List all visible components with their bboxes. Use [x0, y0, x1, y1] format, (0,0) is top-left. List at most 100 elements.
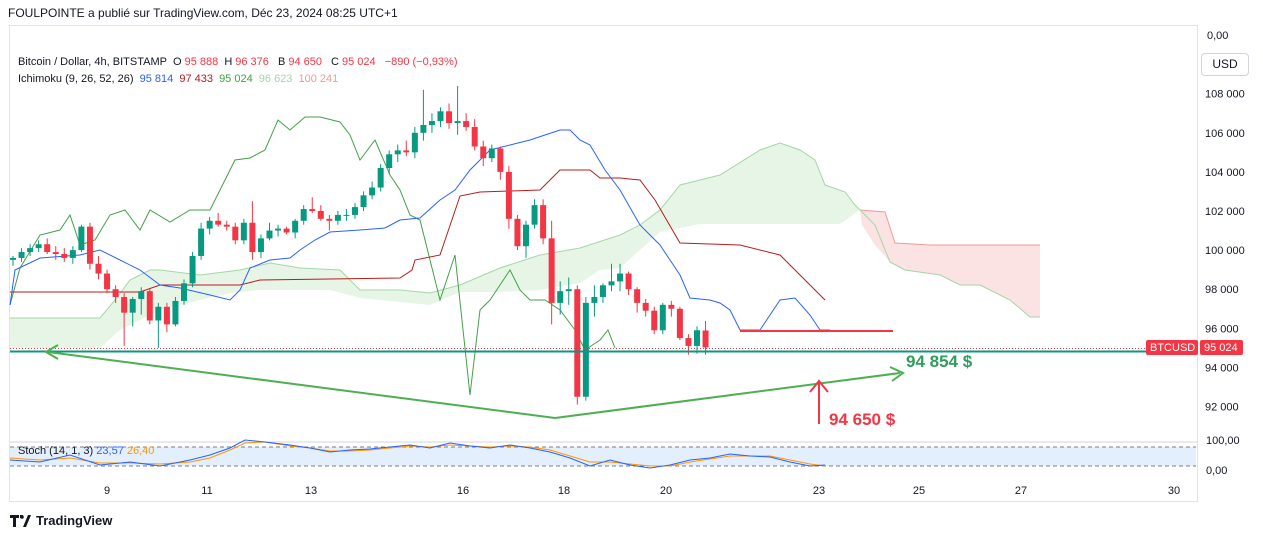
candle-body: [514, 218, 521, 247]
candle-body: [599, 285, 606, 298]
candle-body: [317, 211, 324, 219]
candle-body: [27, 248, 34, 253]
stoch-legend: Stoch (14, 1, 3) 23,57 26,40: [18, 445, 154, 457]
support-annotation: 94 854 $: [906, 352, 973, 371]
candle-body: [394, 150, 401, 155]
time-tick: 11: [201, 485, 212, 497]
candle-body: [112, 289, 119, 298]
close-value: 95 024: [342, 56, 376, 68]
time-tick: 27: [1015, 485, 1027, 497]
candle-body: [223, 224, 230, 227]
candle-body: [309, 209, 316, 211]
ichimoku-label: Ichimoku (9, 26, 52, 26): [18, 73, 134, 85]
leading-span-a-future: [859, 209, 1040, 318]
candle-body: [617, 273, 624, 282]
candle-body: [548, 238, 555, 303]
price-tick: 94 000: [1205, 362, 1239, 374]
price-tag-value: 95 024: [1204, 342, 1238, 354]
candle-body: [172, 300, 179, 325]
high-value: 96 376: [235, 56, 269, 68]
candle-body: [215, 220, 222, 225]
candle-body: [369, 187, 376, 196]
candle-body: [377, 167, 384, 188]
cloud-bearish: [860, 210, 1040, 317]
candle-body: [437, 111, 444, 122]
ichimoku-lines: [9, 116, 830, 396]
candle-body: [582, 302, 589, 397]
candle-body: [249, 222, 256, 253]
candle-body: [454, 121, 461, 124]
arrow-head-left: [44, 344, 59, 360]
candle-body: [198, 228, 205, 256]
candle-body: [565, 289, 572, 292]
stoch-d-line: [9, 441, 826, 467]
candle-body: [523, 224, 529, 247]
candle-body: [95, 263, 102, 274]
stoch-k-line: [9, 439, 826, 469]
candle-body: [138, 291, 145, 299]
stoch-pane: 100,00 0,00: [9, 435, 1240, 477]
candle-body: [163, 306, 170, 325]
candle-body: [240, 222, 247, 241]
stoch-label: Stoch (14, 1, 3): [18, 445, 94, 457]
candle-body: [104, 273, 111, 290]
time-tick: 20: [660, 485, 672, 497]
price-tick: 96 000: [1205, 323, 1239, 335]
price-tick: 106 000: [1205, 128, 1245, 140]
candle-body: [471, 126, 478, 147]
time-tick: 16: [457, 485, 469, 497]
time-tick: 30: [1168, 485, 1180, 497]
candle-body: [352, 207, 358, 215]
time-axis: 9 11 13 16 18 20 23 25 27 30: [104, 485, 1180, 497]
candle-body: [121, 297, 128, 313]
candle-body: [86, 226, 93, 264]
time-tick: 18: [558, 485, 570, 497]
candle-body: [574, 289, 581, 397]
price-tag-symbol-bg: [1146, 340, 1198, 355]
symbol-name: Bitcoin / Dollar, 4h, BITSTAMP: [18, 56, 167, 68]
time-tick: 13: [305, 485, 317, 497]
candle-body: [428, 121, 435, 125]
candle-body: [283, 228, 290, 233]
candle-body: [702, 330, 709, 348]
drawings: 94 854 $ 94 650 $: [10, 330, 1198, 429]
price-tick: 104 000: [1205, 167, 1245, 179]
price-tick: 92 000: [1205, 402, 1239, 414]
ichimoku-base: 97 433: [179, 73, 213, 85]
candle-body: [181, 283, 187, 301]
candle-body: [411, 132, 418, 153]
tradingview-logo[interactable]: TradingView: [10, 513, 112, 528]
candle-body: [275, 228, 282, 231]
ichimoku-cloud: [10, 142, 1040, 348]
price-tick-top: 0,00: [1207, 30, 1228, 42]
candle-body: [232, 226, 239, 241]
attribution: FOULPOINTE a publié sur TradingView.com,…: [8, 6, 398, 20]
candle-body: [189, 255, 196, 284]
candle-body: [18, 252, 25, 258]
time-tick: 25: [913, 485, 925, 497]
candle-body: [61, 254, 68, 258]
low-annotation: 94 650 $: [829, 410, 896, 429]
candle-body: [44, 244, 51, 253]
price-tick: 98 000: [1205, 284, 1239, 296]
candle-body: [694, 330, 700, 346]
candle-body: [497, 148, 504, 172]
low-value: 94 650: [288, 56, 322, 68]
stoch-k: 23,57: [96, 445, 124, 457]
currency-button[interactable]: USD: [1201, 53, 1249, 76]
arrow-head-right: [889, 366, 905, 382]
chart-frame: [9, 25, 1198, 502]
candle-body: [52, 252, 59, 255]
stoch-tick: 0,00: [1206, 465, 1227, 477]
candle-body: [608, 281, 615, 286]
open-label: O: [173, 56, 182, 68]
close-label: C: [331, 56, 339, 68]
ichimoku-leading-a: 96 623: [258, 73, 293, 85]
ichimoku-legend: Ichimoku (9, 26, 52, 26) 95 814 97 433 9…: [18, 73, 341, 85]
candle-body: [531, 205, 538, 225]
candle-body: [35, 244, 42, 249]
trend-lines: [47, 351, 901, 420]
price-axis: 108 000 106 000 104 000 102 000 100 000 98 00…: [1146, 30, 1245, 414]
time-tick: 9: [104, 485, 110, 497]
